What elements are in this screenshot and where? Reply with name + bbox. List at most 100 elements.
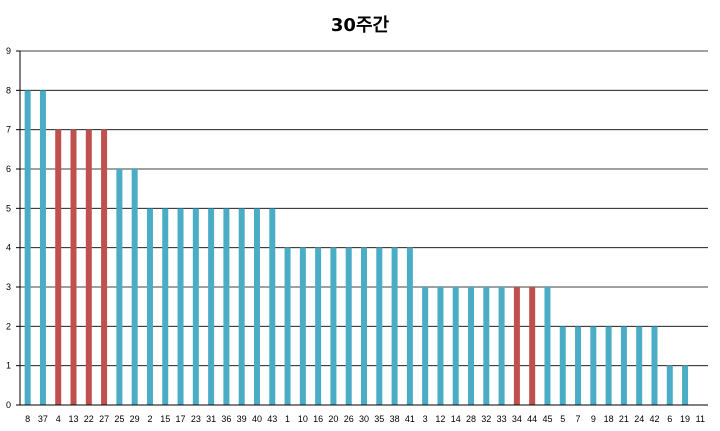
y-tick-label: 3 [6,282,11,292]
bar [498,287,505,405]
x-tick-label: 2 [147,414,152,424]
x-tick-label: 4 [56,414,61,424]
x-tick-label: 3 [423,414,428,424]
x-tick-label: 18 [604,414,614,424]
bar [162,208,169,405]
bar [299,247,306,405]
bar [620,326,627,405]
x-tick-label: 41 [405,414,415,424]
bar [559,326,566,405]
x-tick-label: 25 [114,414,124,424]
bar [590,326,597,405]
x-tick-label: 22 [84,414,94,424]
bar [391,247,398,405]
bar [513,287,520,405]
bar [529,287,536,405]
x-tick-label: 32 [481,414,491,424]
chart-title: 30주간 [331,15,390,36]
bar [192,208,199,405]
x-tick-label: 28 [466,414,476,424]
x-axis-ticks: 8 37 4 13 22 27 25 29 2 15 17 23 31 36 39 40 43 1 10 16 20 26… [25,414,705,424]
y-tick-label: 8 [6,85,11,95]
x-tick-label: 21 [619,414,629,424]
bar [253,208,260,405]
y-tick-label: 0 [6,400,11,410]
x-tick-label: 16 [313,414,323,424]
bar [422,287,429,405]
bar [24,90,31,405]
bar [468,287,475,405]
bar [361,247,367,405]
x-tick-label: 20 [328,414,338,424]
bar [116,169,123,405]
x-tick-label: 37 [38,414,48,424]
y-axis-ticks: 0 1 2 3 4 5 6 7 8 9 [6,46,20,410]
x-tick-label: 23 [191,414,201,424]
x-tick-label: 15 [160,414,170,424]
x-tick-label: 33 [497,414,507,424]
bar [55,129,62,405]
x-tick-label: 31 [206,414,216,424]
x-tick-label: 10 [298,414,308,424]
bar [575,326,582,405]
x-tick-label: 30 [359,414,369,424]
bar [666,365,673,405]
bar [131,169,138,405]
x-tick-label: 8 [25,414,30,424]
bar [651,326,658,405]
y-tick-label: 2 [6,321,11,331]
x-tick-label: 29 [130,414,140,424]
x-tick-label: 24 [634,414,644,424]
bar [483,287,490,405]
x-tick-label: 43 [267,414,277,424]
bar [85,129,92,405]
bar [376,247,383,405]
x-tick-label: 5 [560,414,565,424]
bars [24,90,689,405]
x-tick-label: 40 [252,414,262,424]
x-tick-label: 11 [696,414,705,424]
x-tick-label: 17 [176,414,186,424]
y-tick-label: 7 [6,125,11,135]
bar [238,208,245,405]
x-tick-label: 38 [390,414,400,424]
bar [70,129,77,405]
bar [406,247,413,405]
bar [146,208,153,405]
x-tick-label: 27 [99,414,109,424]
x-tick-label: 12 [435,414,445,424]
x-tick-label: 39 [237,414,247,424]
x-tick-label: 19 [680,414,690,424]
bar [39,90,46,405]
bar [452,287,459,405]
bar [269,208,276,405]
y-tick-label: 6 [6,164,11,174]
bar [544,287,551,405]
x-tick-label: 26 [344,414,354,424]
bar [315,247,322,405]
x-tick-label: 34 [512,414,522,424]
bar [345,247,352,405]
x-tick-label: 13 [69,414,79,424]
bar [223,208,230,405]
bar [284,247,291,405]
x-tick-label: 9 [591,414,596,424]
x-tick-label: 7 [576,414,581,424]
y-tick-label: 9 [6,46,11,56]
x-tick-label: 45 [542,414,552,424]
bar [437,287,444,405]
bar [636,326,643,405]
y-tick-label: 1 [6,361,11,371]
bar [177,208,184,405]
y-tick-label: 5 [6,203,11,213]
bar [330,247,337,405]
x-tick-label: 35 [374,414,384,424]
x-tick-label: 44 [527,414,537,424]
x-tick-label: 14 [451,414,461,424]
y-tick-label: 4 [6,243,11,253]
bar [101,129,108,405]
bar [605,326,612,405]
x-tick-label: 42 [649,414,659,424]
bar [682,365,689,405]
